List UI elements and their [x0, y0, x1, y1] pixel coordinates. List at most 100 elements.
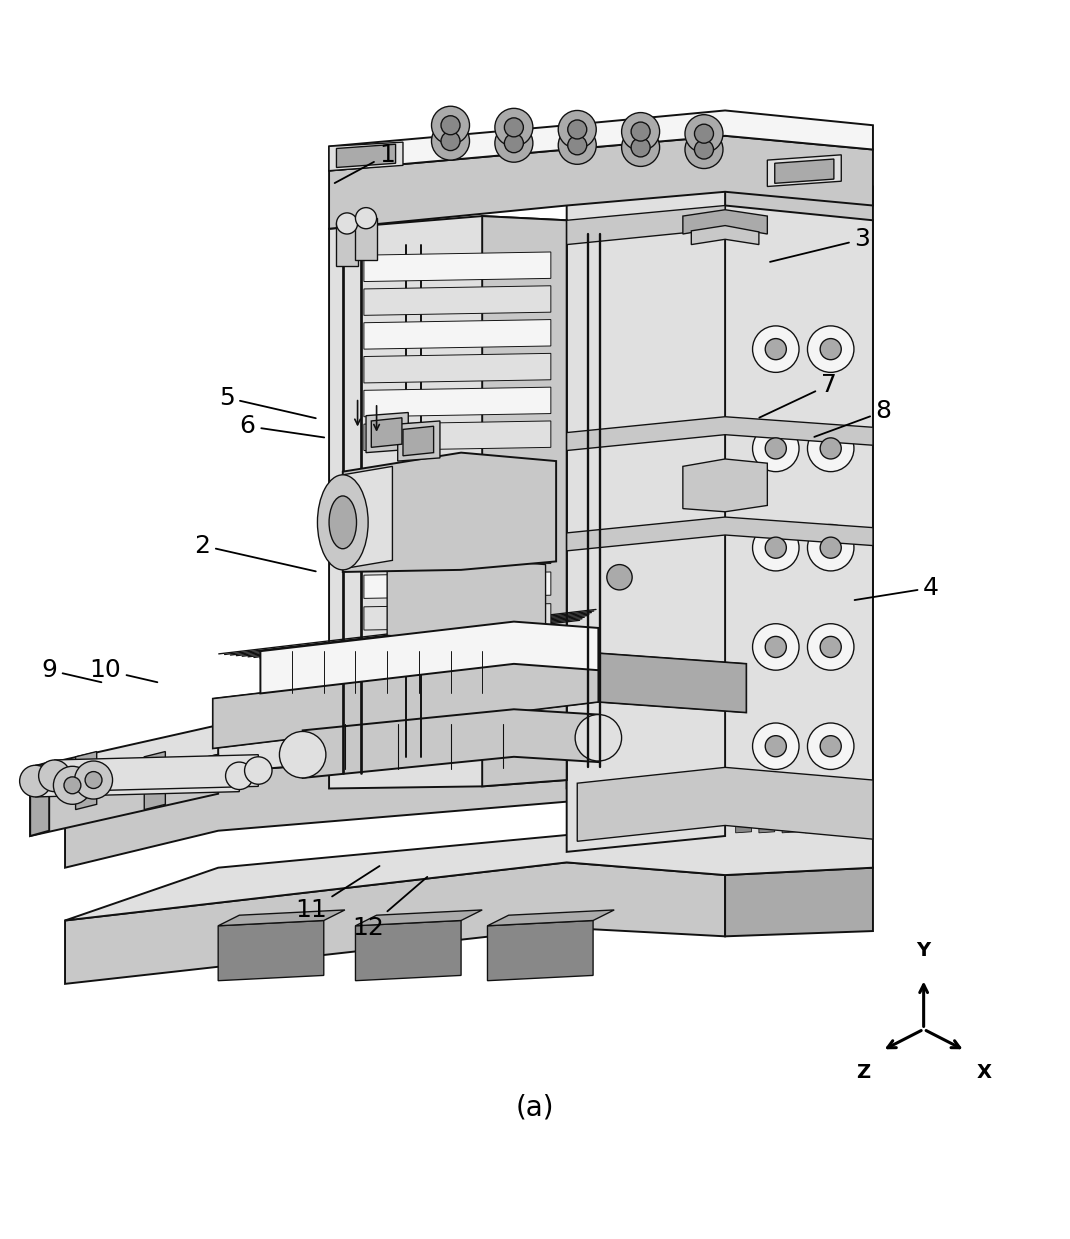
- Circle shape: [355, 208, 377, 229]
- Text: 2: 2: [195, 534, 316, 571]
- Circle shape: [808, 425, 854, 472]
- Polygon shape: [483, 216, 567, 787]
- Polygon shape: [355, 921, 461, 981]
- Circle shape: [559, 126, 596, 165]
- Circle shape: [752, 524, 799, 571]
- Ellipse shape: [330, 496, 356, 549]
- Polygon shape: [364, 320, 551, 349]
- Circle shape: [820, 538, 841, 559]
- Text: 5: 5: [218, 385, 316, 419]
- Polygon shape: [828, 793, 844, 833]
- Circle shape: [494, 124, 533, 162]
- Text: 6: 6: [240, 414, 324, 439]
- Polygon shape: [65, 731, 873, 867]
- Polygon shape: [364, 387, 551, 416]
- Circle shape: [75, 761, 112, 799]
- Circle shape: [820, 437, 841, 458]
- Polygon shape: [330, 110, 873, 171]
- Polygon shape: [736, 793, 751, 833]
- Polygon shape: [725, 171, 873, 836]
- Polygon shape: [364, 540, 551, 566]
- Circle shape: [820, 736, 841, 757]
- Text: 7: 7: [760, 373, 837, 418]
- Polygon shape: [775, 159, 834, 183]
- Circle shape: [808, 724, 854, 769]
- Polygon shape: [342, 466, 393, 569]
- Polygon shape: [364, 286, 551, 316]
- Circle shape: [279, 731, 326, 778]
- Circle shape: [504, 134, 523, 152]
- Text: 11: 11: [295, 866, 380, 922]
- Polygon shape: [577, 767, 873, 841]
- Polygon shape: [488, 909, 614, 926]
- Polygon shape: [35, 760, 240, 797]
- Text: 8: 8: [814, 399, 891, 437]
- Ellipse shape: [318, 475, 368, 570]
- Circle shape: [607, 565, 632, 590]
- Polygon shape: [213, 653, 746, 748]
- Polygon shape: [342, 452, 556, 572]
- Circle shape: [694, 140, 714, 159]
- Circle shape: [568, 120, 586, 139]
- Polygon shape: [567, 517, 873, 551]
- Polygon shape: [567, 416, 873, 451]
- Circle shape: [631, 123, 651, 141]
- Polygon shape: [364, 353, 551, 383]
- Polygon shape: [683, 458, 767, 512]
- Circle shape: [820, 338, 841, 359]
- Circle shape: [694, 124, 714, 144]
- Polygon shape: [355, 909, 483, 926]
- Text: 10: 10: [89, 658, 157, 683]
- Circle shape: [226, 762, 253, 789]
- Text: 9: 9: [42, 658, 102, 683]
- Circle shape: [685, 130, 723, 169]
- Circle shape: [765, 538, 786, 559]
- Polygon shape: [403, 426, 433, 456]
- Circle shape: [752, 623, 799, 670]
- Circle shape: [808, 524, 854, 571]
- Circle shape: [568, 136, 586, 155]
- Circle shape: [559, 110, 596, 149]
- Circle shape: [765, 637, 786, 658]
- Polygon shape: [767, 155, 841, 187]
- Polygon shape: [759, 793, 775, 833]
- Circle shape: [808, 326, 854, 373]
- Polygon shape: [366, 413, 409, 452]
- Polygon shape: [65, 862, 725, 984]
- Polygon shape: [364, 508, 551, 535]
- Polygon shape: [55, 755, 258, 792]
- Polygon shape: [213, 653, 598, 748]
- Polygon shape: [330, 136, 873, 229]
- Polygon shape: [218, 921, 324, 981]
- Polygon shape: [371, 418, 402, 447]
- Polygon shape: [364, 421, 551, 451]
- Circle shape: [576, 715, 622, 761]
- Polygon shape: [364, 252, 551, 281]
- Polygon shape: [30, 725, 218, 797]
- Polygon shape: [303, 709, 598, 778]
- Polygon shape: [65, 820, 873, 921]
- Text: 3: 3: [770, 227, 870, 261]
- Polygon shape: [218, 909, 345, 926]
- Text: Y: Y: [917, 940, 931, 959]
- Polygon shape: [65, 699, 873, 809]
- Text: 1: 1: [335, 142, 395, 183]
- Polygon shape: [725, 867, 873, 937]
- Polygon shape: [398, 421, 440, 461]
- Polygon shape: [567, 206, 725, 244]
- Circle shape: [39, 760, 71, 792]
- Circle shape: [752, 724, 799, 769]
- Polygon shape: [330, 216, 567, 788]
- Polygon shape: [30, 755, 218, 836]
- Circle shape: [441, 131, 460, 151]
- Polygon shape: [30, 731, 218, 794]
- Polygon shape: [260, 622, 598, 694]
- Circle shape: [765, 437, 786, 458]
- Circle shape: [765, 338, 786, 359]
- Polygon shape: [691, 225, 759, 244]
- Polygon shape: [387, 559, 546, 641]
- Polygon shape: [336, 144, 396, 167]
- Polygon shape: [598, 653, 746, 712]
- Polygon shape: [355, 218, 377, 260]
- Circle shape: [64, 777, 81, 794]
